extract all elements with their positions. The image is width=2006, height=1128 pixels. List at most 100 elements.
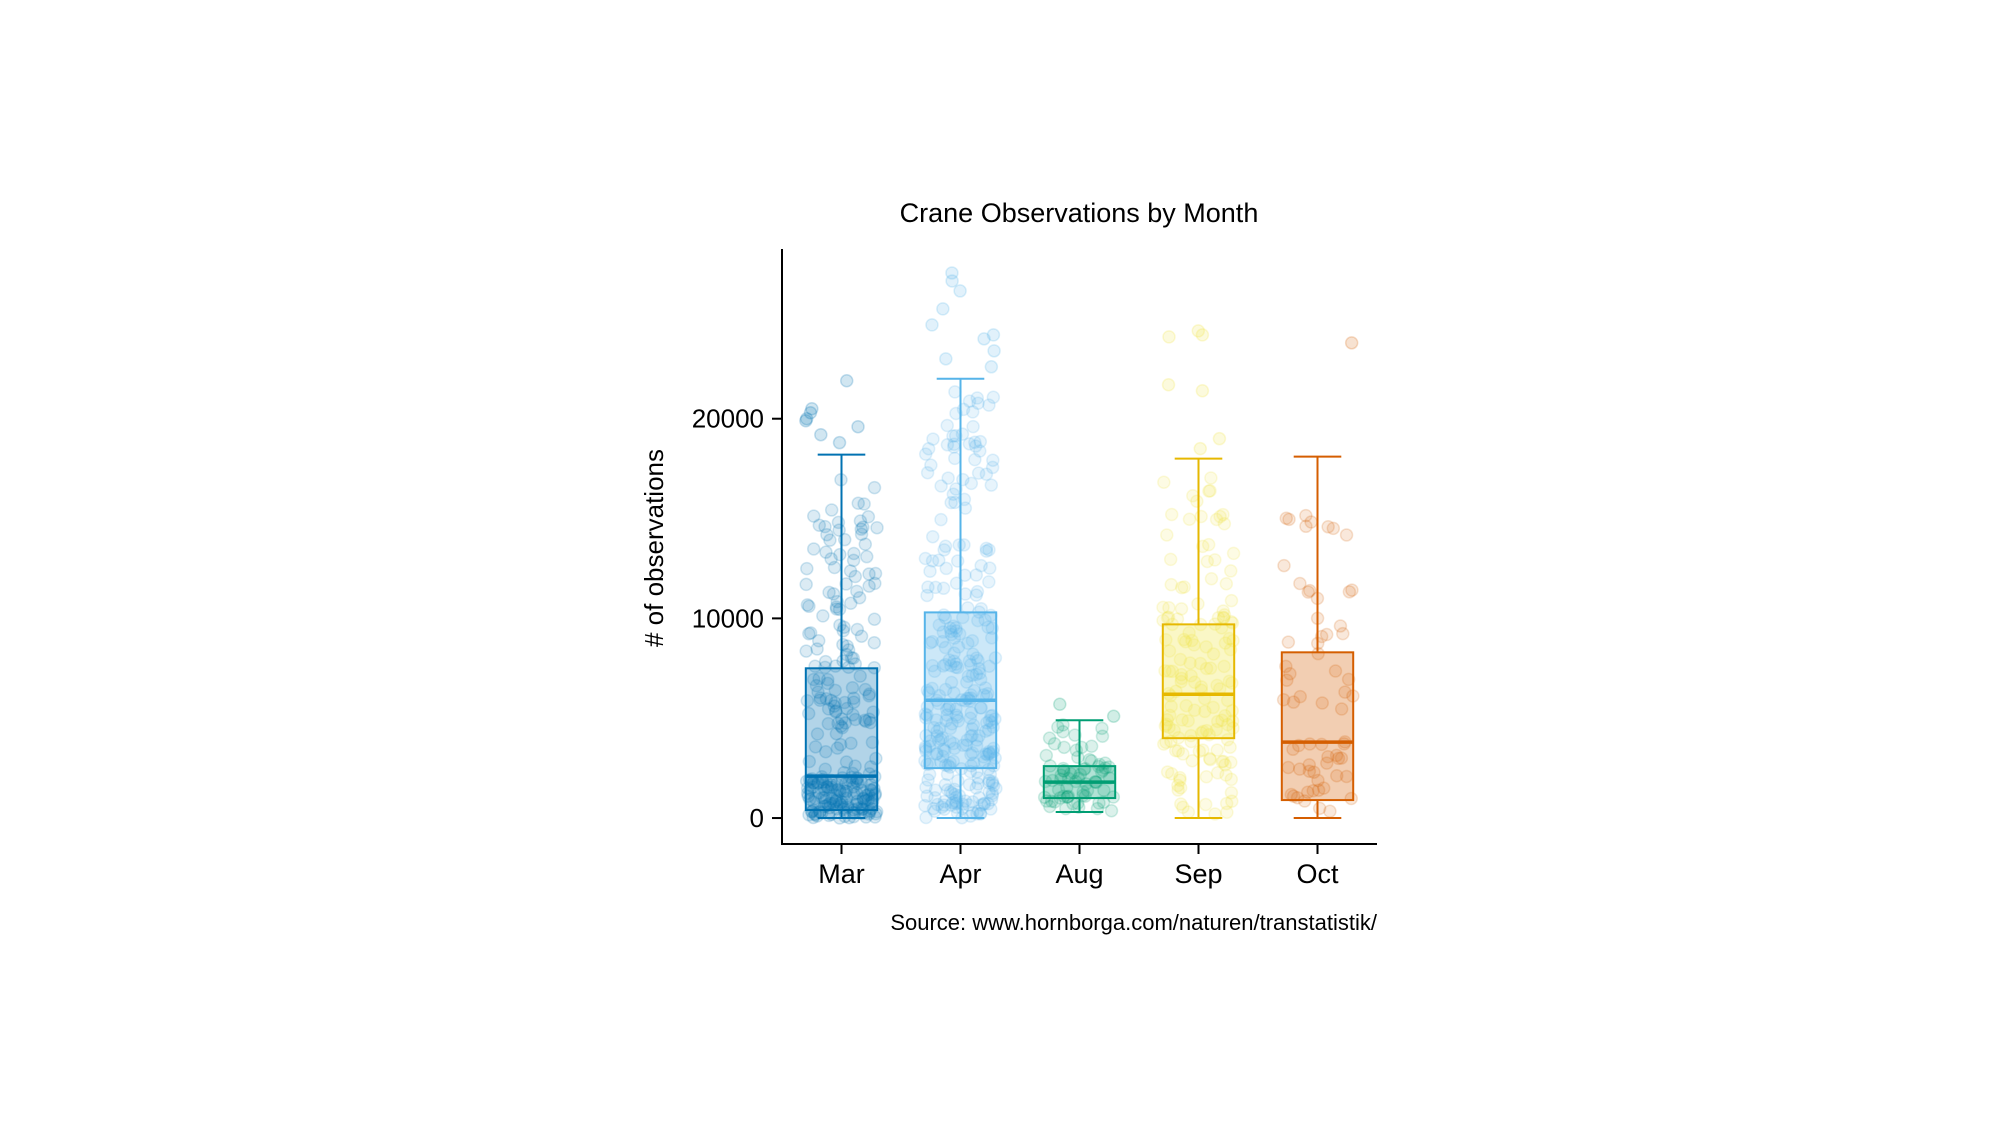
observation-point [958,501,973,515]
observation-point [920,465,935,480]
observation-point [1171,778,1185,793]
outlier-point [1191,324,1206,338]
observation-point [1333,619,1348,633]
observation-point [851,496,866,510]
observation-point [938,657,953,672]
observation-point [1339,528,1354,542]
observation-point [949,794,963,808]
observation-point [1056,764,1071,778]
observation-point [1307,765,1321,779]
observation-point [827,699,842,713]
observation-point [936,659,951,673]
observation-point [1224,593,1239,608]
observation-point [1215,754,1229,769]
observation-point [860,549,874,564]
observation-point [1226,633,1240,648]
outlier-point [1344,336,1359,350]
observation-point [847,546,861,561]
observation-point [948,385,962,399]
observation-point [940,708,954,722]
observation-point [820,676,835,691]
observation-point [862,689,876,703]
observation-point [963,711,978,725]
observation-point [937,794,952,809]
observation-point [924,458,938,472]
observation-point [824,503,839,517]
observation-point [1060,790,1074,804]
observation-point [988,751,1002,765]
observation-point [973,434,988,449]
observation-point [847,691,861,705]
observation-point [937,543,951,557]
observation-point [1165,664,1180,679]
observation-point [1162,601,1176,615]
observation-point [808,791,823,806]
observation-point [829,801,844,816]
observation-point [865,794,880,809]
observation-point [940,702,954,717]
observation-point [840,701,854,716]
observation-point [962,654,977,668]
observation-point [836,624,850,638]
observation-point [1292,762,1307,776]
x-tick-label: Mar [818,859,865,889]
observation-point [972,729,986,743]
observation-point [952,538,966,552]
observation-point [971,777,985,791]
observation-point [1218,709,1232,723]
observation-point [1163,552,1178,567]
observation-point [943,621,957,635]
observation-point [971,396,985,410]
points-aug [1037,697,1121,818]
observation-point [979,747,993,761]
observation-point [820,780,835,795]
observation-point [827,560,842,575]
y-axis-ticks: 0 10000 20000 [692,404,782,833]
observation-point [972,662,986,676]
observation-point [965,795,980,809]
observation-point [972,790,987,805]
observation-point [867,612,882,626]
observation-point [1080,783,1095,798]
observation-point [805,804,819,819]
box-group-aug [1037,697,1121,818]
observation-point [1186,489,1200,503]
observation-point [867,480,882,495]
observation-point [861,787,876,802]
observation-point [1293,576,1307,591]
outlier-point [839,374,854,388]
observation-point [940,438,955,452]
observation-point [1171,744,1186,758]
observation-point [985,775,1000,789]
observation-point [983,561,997,575]
iqr-box [1280,651,1355,802]
observation-point [969,568,984,582]
observation-point [868,576,882,591]
observation-point [1096,763,1110,778]
observation-point [858,537,873,552]
observation-point [832,602,847,617]
observation-point [870,520,884,535]
observation-point [1157,475,1171,490]
x-tick-label: Sep [1174,859,1222,889]
outlier-point [1106,709,1121,723]
observation-point [1319,627,1334,642]
observation-point [844,736,858,750]
observation-point [818,654,833,669]
observation-point [845,680,860,695]
observation-point [986,390,1001,404]
observation-point [858,713,872,728]
observation-point [928,790,942,805]
observation-point [1174,667,1189,682]
observation-point [919,810,933,825]
observation-point [831,515,846,530]
observation-point [942,653,957,667]
observation-point [848,569,863,584]
observation-point [1204,571,1219,586]
observation-point [812,671,826,686]
observation-point [929,713,944,727]
observation-point [821,702,836,716]
observation-point [1190,494,1204,509]
observation-point [970,733,984,747]
observation-point [859,793,873,808]
